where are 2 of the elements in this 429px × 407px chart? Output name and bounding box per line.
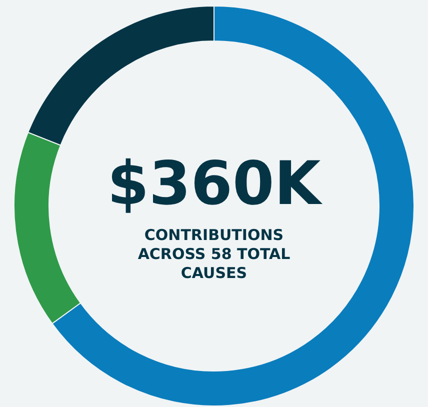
text: CONTRIBUTIONS ACROSS 58 TOTAL CAUSES <box>138 226 291 282</box>
text: $360K <box>107 149 324 219</box>
